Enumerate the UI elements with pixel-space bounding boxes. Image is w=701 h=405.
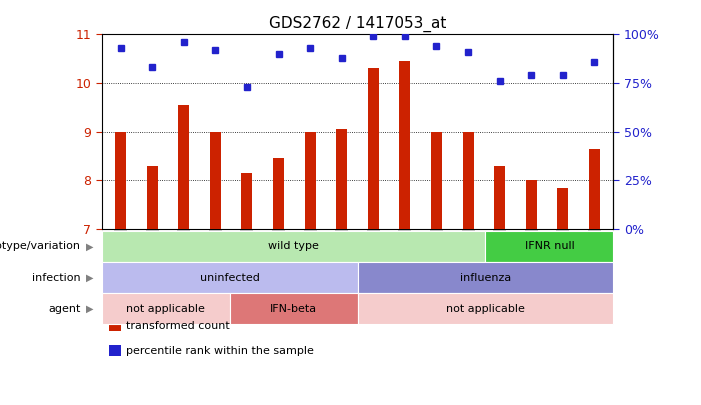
Bar <box>305 132 315 229</box>
Title: GDS2762 / 1417053_at: GDS2762 / 1417053_at <box>268 15 447 32</box>
Bar <box>526 180 537 229</box>
Bar <box>241 173 252 229</box>
Text: genotype/variation: genotype/variation <box>0 241 81 252</box>
Text: infection: infection <box>32 273 81 283</box>
Text: wild type: wild type <box>268 241 319 252</box>
Bar <box>463 132 474 229</box>
Text: IFNR null: IFNR null <box>524 241 574 252</box>
Bar <box>557 188 569 229</box>
Bar <box>210 132 221 229</box>
Text: transformed count: transformed count <box>126 322 230 331</box>
Text: uninfected: uninfected <box>200 273 259 283</box>
Text: ▶: ▶ <box>86 304 93 314</box>
Bar <box>368 68 379 229</box>
Text: not applicable: not applicable <box>126 304 205 314</box>
Text: ▶: ▶ <box>86 273 93 283</box>
Text: percentile rank within the sample: percentile rank within the sample <box>126 346 314 356</box>
Text: agent: agent <box>48 304 81 314</box>
Bar <box>589 149 600 229</box>
Text: influenza: influenza <box>460 273 511 283</box>
Text: IFN-beta: IFN-beta <box>270 304 317 314</box>
Bar <box>431 132 442 229</box>
Text: not applicable: not applicable <box>446 304 525 314</box>
Bar <box>400 61 410 229</box>
Text: ▶: ▶ <box>86 241 93 252</box>
Bar <box>147 166 158 229</box>
Bar <box>494 166 505 229</box>
Bar <box>115 132 126 229</box>
Bar <box>178 105 189 229</box>
Bar <box>273 158 284 229</box>
Bar <box>336 129 347 229</box>
